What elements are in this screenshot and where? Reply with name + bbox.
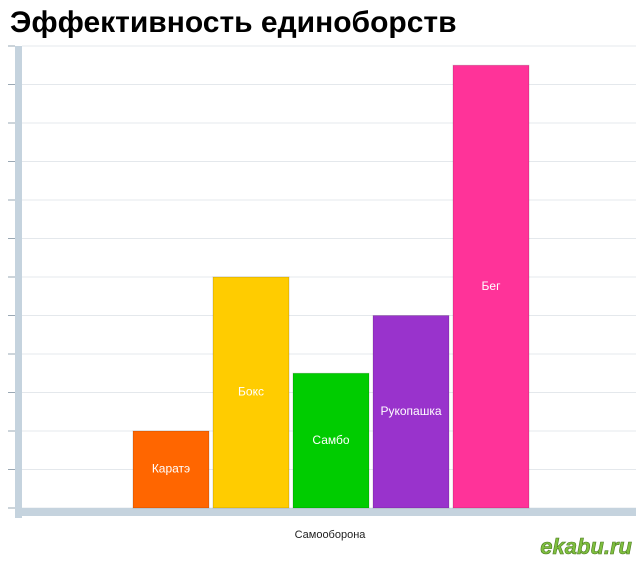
bar	[212, 276, 290, 509]
bar	[372, 315, 450, 509]
bar	[132, 430, 210, 509]
x-axis	[15, 508, 636, 516]
y-axis	[15, 46, 22, 518]
watermark: ekabu.ru	[540, 534, 632, 559]
chart-title: Эффективность единоборств	[10, 6, 457, 39]
bar-label: Бокс	[238, 385, 264, 399]
bar	[452, 64, 530, 509]
bar-label: Каратэ	[152, 462, 190, 476]
bar	[292, 372, 370, 509]
bar-label: Рукопашка	[380, 404, 441, 418]
x-axis-label: Самооборона	[295, 529, 367, 541]
bar-label: Бег	[482, 279, 502, 293]
bar-label: Самбо	[312, 433, 349, 447]
